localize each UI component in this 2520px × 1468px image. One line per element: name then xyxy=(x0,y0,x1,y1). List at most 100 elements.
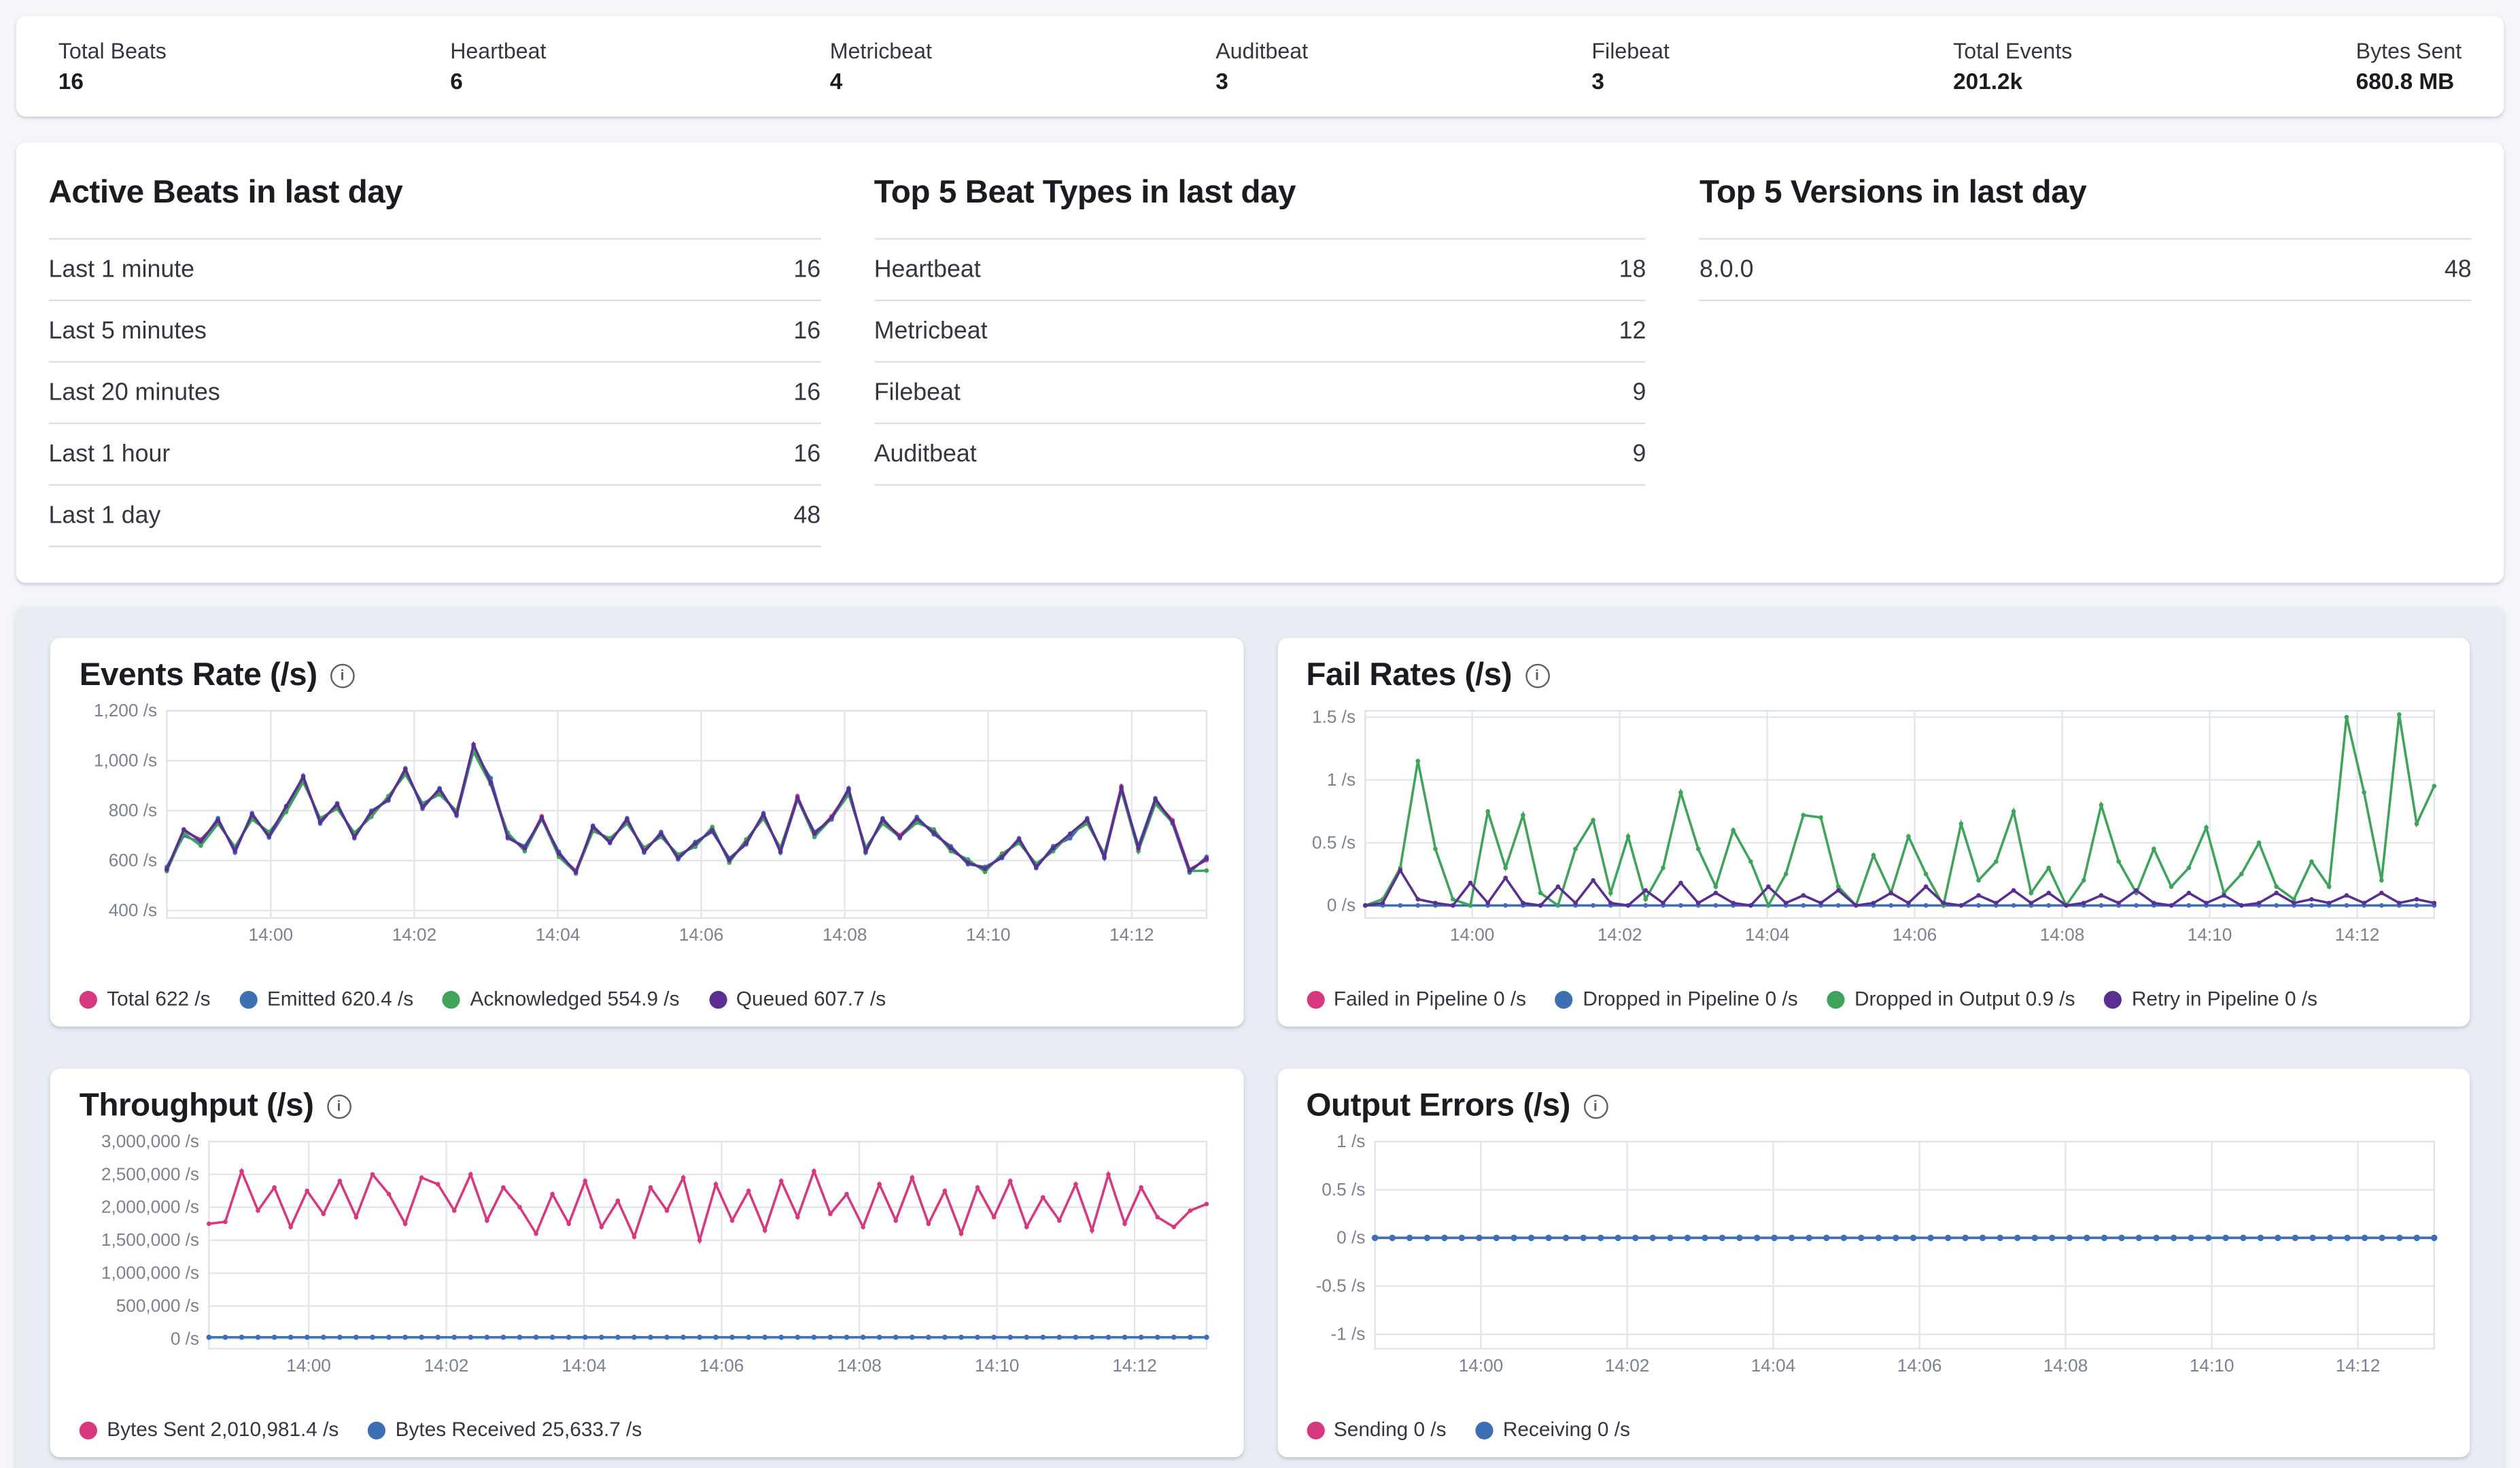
legend-label: Acknowledged 554.9 /s xyxy=(470,988,680,1011)
summary-tables-card: Active Beats in last day Last 1 minute 16… xyxy=(16,142,2504,583)
chart-plot: 3,000,000 /s 2,500,000 /s 2,000,000 /s 1,50… xyxy=(101,1134,1209,1376)
svg-text:1,000,000 /s: 1,000,000 /s xyxy=(101,1263,199,1283)
chart-legend: Sending 0 /s Receiving 0 /s xyxy=(1306,1418,2440,1441)
legend-item[interactable]: Bytes Received 25,633.7 /s xyxy=(368,1418,642,1441)
svg-text:14:12: 14:12 xyxy=(2334,924,2379,945)
info-icon[interactable]: i xyxy=(1525,663,1549,688)
svg-text:400 /s: 400 /s xyxy=(109,900,157,920)
summary-table-rows: Last 1 minute 16 Last 5 minutes 16 Last 20 m… xyxy=(48,238,821,548)
stat-item: Filebeat 3 xyxy=(1591,39,1669,94)
svg-text:600 /s: 600 /s xyxy=(109,850,157,871)
table-row: Heartbeat 18 xyxy=(874,238,1646,300)
legend-dot xyxy=(239,990,258,1009)
row-value: 16 xyxy=(793,379,821,406)
svg-text:1.5 /s: 1.5 /s xyxy=(1311,707,1355,727)
events-rate-chart: Events Rate (/s) i 1,200 /s 1,000 /s 800 /… xyxy=(50,637,1243,1027)
legend-dot xyxy=(2104,990,2122,1009)
legend-dot xyxy=(1555,990,1574,1009)
info-icon[interactable]: i xyxy=(326,1094,351,1119)
legend-item[interactable]: Receiving 0 /s xyxy=(1475,1418,1630,1441)
svg-text:14:08: 14:08 xyxy=(2043,1355,2088,1376)
svg-text:14:10: 14:10 xyxy=(2187,924,2232,945)
row-value: 18 xyxy=(1619,256,1646,283)
throughput-chart: Throughput (/s) i 3,000,000 /s 2,500,000 … xyxy=(50,1068,1243,1458)
svg-text:14:06: 14:06 xyxy=(1892,924,1937,945)
legend-dot xyxy=(1827,990,1845,1009)
svg-text:0.5 /s: 0.5 /s xyxy=(1311,832,1355,852)
legend-label: Bytes Received 25,633.7 /s xyxy=(395,1418,642,1441)
legend-label: Retry in Pipeline 0 /s xyxy=(2131,988,2317,1011)
svg-text:14:12: 14:12 xyxy=(2335,1355,2380,1376)
row-value: 16 xyxy=(793,317,821,345)
legend-item[interactable]: Acknowledged 554.9 /s xyxy=(443,988,680,1011)
svg-text:1 /s: 1 /s xyxy=(1326,769,1355,790)
svg-text:1,500,000 /s: 1,500,000 /s xyxy=(101,1229,199,1250)
svg-text:14:02: 14:02 xyxy=(424,1355,469,1376)
svg-text:800 /s: 800 /s xyxy=(109,800,157,820)
stats-bar: Total Beats 16 Heartbeat 6 Metricbeat 4 Auditb… xyxy=(16,16,2504,117)
chart-title: Fail Rates (/s) xyxy=(1306,657,1513,693)
chart-title: Throughput (/s) xyxy=(79,1087,314,1124)
row-value: 48 xyxy=(2444,256,2472,283)
legend-item[interactable]: Sending 0 /s xyxy=(1306,1418,1446,1441)
svg-text:14:04: 14:04 xyxy=(1744,924,1789,945)
stat-item: Auditbeat 3 xyxy=(1215,39,1308,94)
svg-text:1,000 /s: 1,000 /s xyxy=(94,750,157,771)
chart-legend: Failed in Pipeline 0 /s Dropped in Pipeli… xyxy=(1306,988,2440,1011)
svg-text:0 /s: 0 /s xyxy=(171,1328,199,1348)
table-title: Active Beats in last day xyxy=(48,175,403,211)
stat-item: Total Beats 16 xyxy=(58,39,167,94)
svg-text:-0.5 /s: -0.5 /s xyxy=(1315,1276,1364,1296)
table-row: Last 20 minutes 16 xyxy=(48,361,821,423)
legend-item[interactable]: Bytes Sent 2,010,981.4 /s xyxy=(79,1418,339,1441)
svg-text:14:00: 14:00 xyxy=(286,1355,331,1376)
stat-label: Total Events xyxy=(1953,39,2073,63)
stat-value: 16 xyxy=(58,68,84,94)
svg-text:14:08: 14:08 xyxy=(823,924,867,945)
legend-label: Dropped in Output 0.9 /s xyxy=(1854,988,2075,1011)
legend-item[interactable]: Total 622 /s xyxy=(79,988,211,1011)
legend-dot xyxy=(443,990,461,1009)
info-icon[interactable]: i xyxy=(330,663,355,688)
table-row: 8.0.0 48 xyxy=(1699,238,2472,302)
stat-value: 6 xyxy=(450,68,463,94)
svg-text:14:10: 14:10 xyxy=(966,924,1011,945)
legend-item[interactable]: Dropped in Output 0.9 /s xyxy=(1827,988,2075,1011)
row-value: 16 xyxy=(793,256,821,283)
legend-label: Queued 607.7 /s xyxy=(736,988,886,1011)
row-value: 9 xyxy=(1632,440,1646,468)
table-title: Top 5 Beat Types in last day xyxy=(874,175,1296,211)
stat-value: 201.2k xyxy=(1953,68,2023,94)
row-label: Last 1 hour xyxy=(48,440,171,468)
charts-panel: Events Rate (/s) i 1,200 /s 1,000 /s 800 /… xyxy=(16,607,2504,1468)
fail-rates-chart: Fail Rates (/s) i 1.5 /s 1 /s 0.5 /s 0 /s 14… xyxy=(1277,637,2470,1027)
row-label: Last 5 minutes xyxy=(48,317,207,345)
stat-label: Heartbeat xyxy=(450,39,547,63)
svg-text:0 /s: 0 /s xyxy=(1326,895,1355,915)
svg-text:14:08: 14:08 xyxy=(2039,924,2084,945)
info-icon[interactable]: i xyxy=(1583,1094,1608,1119)
legend-label: Receiving 0 /s xyxy=(1502,1418,1630,1441)
legend-dot xyxy=(368,1420,386,1439)
legend-item[interactable]: Failed in Pipeline 0 /s xyxy=(1306,988,1526,1011)
stat-item: Metricbeat 4 xyxy=(830,39,932,94)
chart-legend: Total 622 /s Emitted 620.4 /s Acknowledged… xyxy=(79,988,1214,1011)
legend-item[interactable]: Queued 607.7 /s xyxy=(708,988,886,1011)
legend-item[interactable]: Retry in Pipeline 0 /s xyxy=(2104,988,2317,1011)
svg-text:14:10: 14:10 xyxy=(975,1355,1020,1376)
legend-label: Sending 0 /s xyxy=(1333,1418,1447,1441)
stat-item: Total Events 201.2k xyxy=(1953,39,2072,94)
stat-item: Bytes Sent 680.8 MB xyxy=(2356,39,2462,94)
row-label: 8.0.0 xyxy=(1699,256,1754,283)
stat-value: 3 xyxy=(1591,68,1604,94)
chart-title: Output Errors (/s) xyxy=(1306,1087,1570,1124)
row-label: Auditbeat xyxy=(874,440,977,468)
legend-item[interactable]: Emitted 620.4 /s xyxy=(239,988,414,1011)
row-value: 48 xyxy=(793,502,821,530)
legend-dot xyxy=(1475,1420,1494,1439)
legend-dot xyxy=(79,990,97,1009)
legend-label: Emitted 620.4 /s xyxy=(266,988,414,1011)
summary-table-rows: Heartbeat 18 Metricbeat 12 Filebeat 9 Auditbea… xyxy=(874,238,1646,486)
legend-item[interactable]: Dropped in Pipeline 0 /s xyxy=(1555,988,1798,1011)
row-value: 9 xyxy=(1632,379,1646,406)
